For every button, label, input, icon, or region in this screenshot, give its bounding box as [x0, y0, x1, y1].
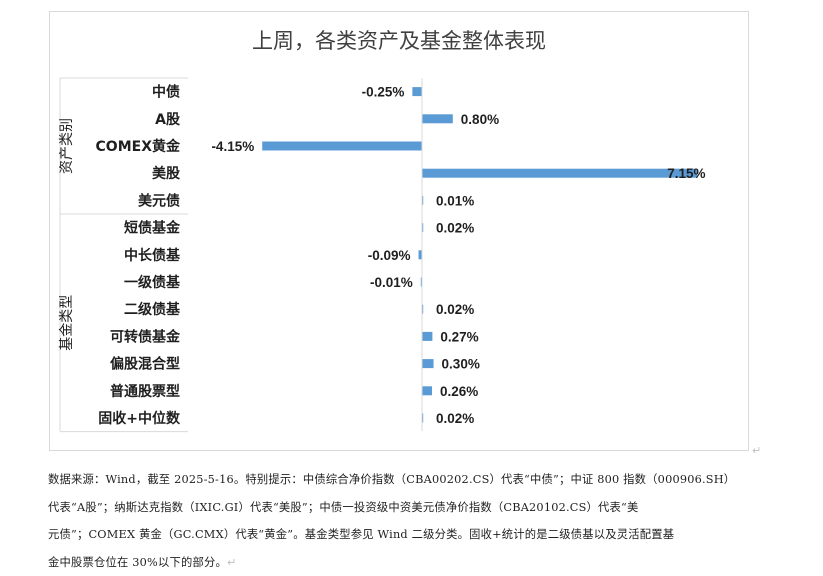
category-label-3: 美股: [152, 165, 181, 182]
data-label-6: -0.09%: [368, 248, 411, 263]
bar-9: [422, 332, 432, 341]
data-label-4: 0.01%: [436, 193, 474, 208]
category-label-4: 美元债: [138, 192, 180, 209]
data-label-1: 0.80%: [461, 112, 499, 127]
bar-10: [422, 359, 434, 368]
data-label-2: -4.15%: [211, 139, 254, 154]
category-label-2: COMEX黄金: [96, 138, 181, 155]
category-label-11: 普通股票型: [110, 383, 180, 400]
data-label-0: -0.25%: [362, 85, 405, 100]
data-label-5: 0.02%: [436, 221, 474, 236]
bar-3: [422, 169, 697, 178]
footnote: 数据来源：Wind，截至 2025-5-16。特别提示：中债综合净价指数（CBA…: [48, 466, 772, 576]
data-label-3: 7.15%: [667, 166, 705, 181]
category-label-10: 偏股混合型: [110, 356, 180, 373]
footnote-text-2: 元债”；COMEX 黄金（GC.CMX）代表“黄金”。基金类型参见 Wind 二…: [48, 528, 674, 541]
category-label-8: 二级债基: [124, 301, 181, 318]
footnote-text-1: 代表“A股”；纳斯达克指数（IXIC.GI）代表“美股”；中债一投资级中资美元债…: [48, 501, 639, 514]
data-labels: -0.25% 0.80% -4.15% 7.15% 0.01% 0.02% -0.09% -0…: [211, 85, 705, 426]
bar-0: [412, 87, 422, 96]
category-label-7: 一级债基: [124, 274, 181, 291]
bars: [262, 87, 697, 422]
category-labels: 中债 A股 COMEX黄金美股美元债短债基金中长债基一级债基二级债基可转债基金偏股混…: [96, 84, 181, 427]
data-label-12: 0.02%: [436, 411, 474, 426]
data-label-11: 0.26%: [440, 384, 478, 399]
chart-title: 上周，各类资产及基金整体表现: [252, 29, 546, 53]
data-label-9: 0.27%: [440, 329, 478, 344]
bar-6: [419, 250, 422, 259]
group-label-1: 基金类型: [58, 295, 75, 351]
data-label-8: 0.02%: [436, 302, 474, 317]
bar-11: [422, 386, 432, 395]
category-label-0: 中债: [152, 84, 180, 101]
footnote-text-3: 金中股票仓位在 30%以下的部分。: [48, 556, 227, 569]
group-label-0: 资产类别: [59, 118, 75, 174]
data-label-10: 0.30%: [442, 357, 480, 372]
category-label-9: 可转债基金: [110, 328, 181, 345]
category-label-12: 固收+中位数: [98, 410, 181, 427]
footnote-line-2: 元债”；COMEX 黄金（GC.CMX）代表“黄金”。基金类型参见 Wind 二…: [48, 521, 772, 549]
bar-1: [422, 114, 453, 123]
data-label-7: -0.01%: [370, 275, 413, 290]
bar-2: [262, 142, 422, 151]
footnote-return-mark: ↵: [227, 556, 236, 569]
footnote-line-1: 代表“A股”；纳斯达克指数（IXIC.GI）代表“美股”；中债一投资级中资美元债…: [48, 494, 772, 522]
return-mark: ↵: [752, 444, 761, 457]
category-label-6: 中长债基: [124, 247, 181, 264]
category-label-5: 短债基金: [124, 220, 181, 237]
footnote-line-0: 数据来源：Wind，截至 2025-5-16。特别提示：中债综合净价指数（CBA…: [48, 466, 772, 494]
footnote-text-0: 数据来源：Wind，截至 2025-5-16。特别提示：中债综合净价指数（CBA…: [48, 473, 735, 486]
category-label-1: A股: [155, 112, 181, 128]
